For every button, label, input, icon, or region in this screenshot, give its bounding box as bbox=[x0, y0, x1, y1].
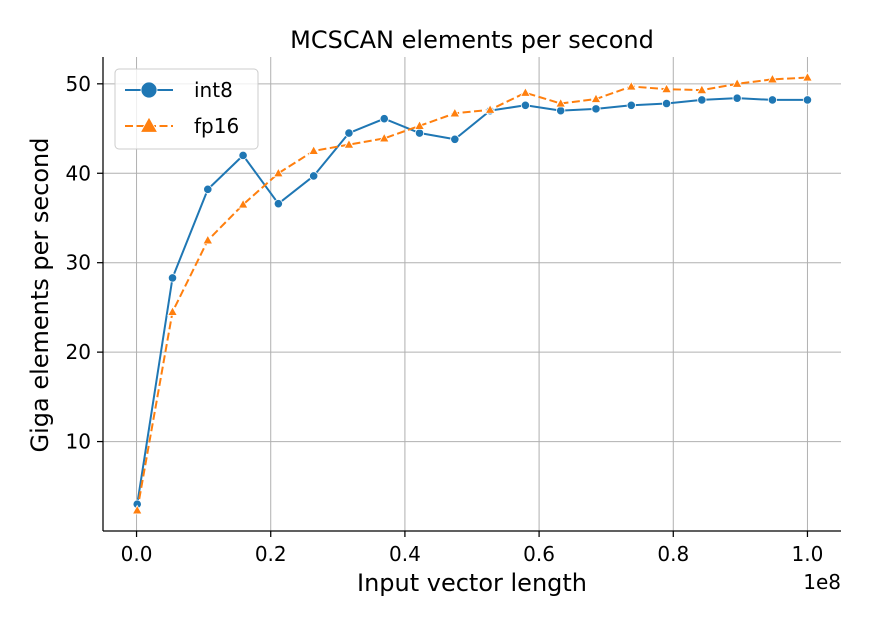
axes: 0.0 0.2 0.4 0.6 0.8 1.0 10 20 30 40 50 bbox=[66, 57, 841, 566]
data-point-fp16 bbox=[731, 78, 743, 88]
data-point-fp16 bbox=[131, 504, 143, 515]
data-point-fp16 bbox=[661, 83, 672, 94]
x-tick-label: 0.6 bbox=[523, 542, 555, 566]
x-tick-label: 1.0 bbox=[792, 542, 824, 566]
data-point-fp16 bbox=[625, 80, 637, 91]
data-point-int8 bbox=[802, 95, 813, 105]
data-point-fp16 bbox=[414, 120, 425, 130]
data-point-int8 bbox=[520, 100, 531, 110]
series-markers bbox=[131, 71, 813, 515]
data-point-fp16 bbox=[767, 73, 778, 84]
legend: int8 fp16 bbox=[114, 68, 259, 150]
data-point-int8 bbox=[344, 128, 354, 138]
legend-label-int8: int8 bbox=[194, 78, 233, 102]
data-point-fp16 bbox=[308, 145, 320, 155]
x-tick-label: 0.8 bbox=[657, 542, 689, 566]
data-point-fp16 bbox=[167, 306, 178, 316]
data-point-int8 bbox=[273, 199, 283, 209]
data-point-int8 bbox=[556, 106, 566, 116]
legend-marker-fp16 bbox=[139, 116, 159, 133]
data-point-int8 bbox=[203, 184, 213, 194]
data-point-int8 bbox=[414, 128, 425, 138]
data-point-fp16 bbox=[202, 234, 214, 245]
data-point-int8 bbox=[450, 134, 460, 144]
data-point-int8 bbox=[732, 93, 742, 103]
data-point-fp16 bbox=[343, 138, 355, 149]
data-point-fp16 bbox=[802, 71, 813, 82]
y-tick-label: 10 bbox=[66, 430, 91, 454]
x-axis-label: Input vector length bbox=[357, 569, 587, 597]
data-point-fp16 bbox=[237, 198, 249, 209]
data-point-fp16 bbox=[590, 93, 602, 103]
x-offset-label: 1e8 bbox=[803, 570, 841, 594]
data-point-fp16 bbox=[272, 167, 284, 178]
data-point-int8 bbox=[697, 95, 707, 105]
x-tick-label: 0.2 bbox=[255, 542, 287, 566]
x-tick-label: 0.0 bbox=[121, 542, 153, 566]
series-lines bbox=[136, 76, 808, 511]
data-point-fp16 bbox=[484, 103, 496, 114]
y-tick-label: 50 bbox=[66, 72, 91, 96]
data-point-fp16 bbox=[378, 132, 390, 143]
legend-label-fp16: fp16 bbox=[194, 114, 239, 138]
data-point-int8 bbox=[379, 114, 389, 124]
series-line-int8 bbox=[136, 97, 808, 505]
y-tick-label: 30 bbox=[66, 251, 91, 275]
y-tick-label: 20 bbox=[66, 340, 91, 364]
series-line-fp16 bbox=[136, 76, 808, 511]
data-point-int8 bbox=[238, 150, 248, 160]
grid bbox=[103, 57, 841, 531]
legend-marker-int8 bbox=[140, 81, 158, 99]
data-point-fp16 bbox=[696, 84, 708, 94]
data-point-int8 bbox=[591, 104, 601, 114]
data-point-int8 bbox=[767, 95, 778, 105]
data-point-int8 bbox=[309, 171, 319, 181]
y-axis-label: Giga elements per second bbox=[26, 137, 54, 452]
data-point-int8 bbox=[626, 100, 636, 110]
data-point-int8 bbox=[167, 273, 178, 283]
y-tick-label: 40 bbox=[66, 161, 91, 185]
data-point-fp16 bbox=[519, 86, 531, 97]
data-point-fp16 bbox=[555, 97, 567, 108]
data-point-fp16 bbox=[449, 107, 461, 118]
data-point-int8 bbox=[661, 98, 672, 109]
chart-title: MCSCAN elements per second bbox=[290, 26, 654, 54]
x-tick-label: 0.4 bbox=[389, 542, 421, 566]
